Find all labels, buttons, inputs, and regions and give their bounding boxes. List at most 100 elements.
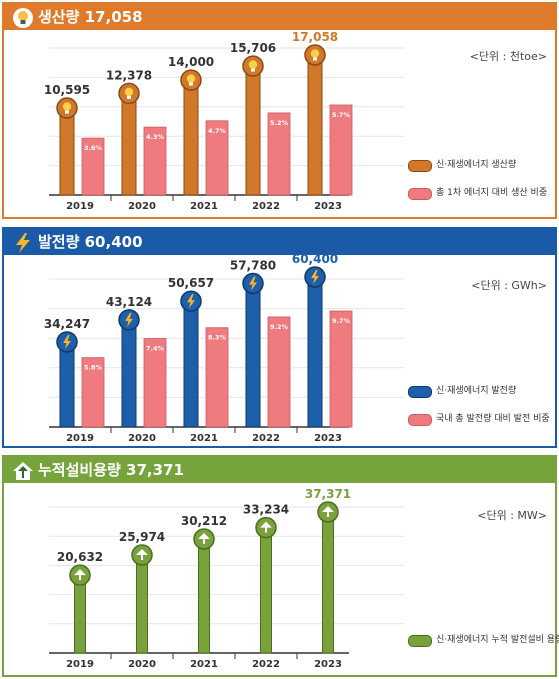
data-label: 33,234 [243, 503, 289, 517]
bar-share [143, 338, 167, 428]
bar-main [183, 79, 199, 196]
data-label: 60,400 [292, 252, 338, 266]
data-label: 34,247 [44, 317, 90, 331]
data-label: 15,706 [230, 41, 276, 55]
capacity-header: 누적설비용량 37,371 [4, 457, 555, 483]
lightbulb-icon [124, 87, 134, 97]
share-label: 3.6% [84, 144, 103, 152]
bar-main [307, 276, 323, 428]
lightning-icon [249, 276, 257, 291]
legend-label: 신·재생에너지 누적 발전설비 용량 [436, 635, 559, 645]
lightning-icon [187, 294, 195, 309]
bar-main [136, 554, 148, 654]
capacity-panel: 누적설비용량 37,371 <단위 : MW> 2019 20,632 2020 25… [2, 455, 559, 677]
share-label: 5.7% [332, 111, 351, 119]
lightbulb-base [189, 82, 193, 86]
bar-share [329, 310, 353, 428]
house-icon [74, 569, 86, 576]
x-tick-label: 2019 [66, 659, 94, 670]
generation-panel: 발전량 60,400 <단위 : GWh> 2019 34,247 5.8% 2020… [2, 227, 557, 448]
bar-share [267, 112, 291, 196]
share-label: 7.4% [146, 345, 165, 353]
lightbulb-icon [248, 60, 258, 69]
bar-main [245, 65, 261, 196]
x-tick-label: 2021 [190, 433, 218, 444]
x-tick-label: 2022 [252, 433, 280, 444]
lightning-icon [16, 233, 30, 253]
production-chart: 2019 10,595 3.6% 2020 12,378 4.3% 2021 14,000 4.… [44, 30, 404, 212]
x-tick-label: 2023 [314, 201, 342, 212]
lightbulb-icon [186, 74, 196, 83]
bar-main [307, 54, 323, 196]
generation-header: 발전량 60,400 [4, 229, 555, 255]
capacity-chart: 2019 20,632 2020 25,974 2021 30,212 2022 33,234… [49, 487, 404, 670]
bar-share [81, 357, 105, 428]
legend-swatch [408, 160, 432, 172]
legend-label: 국내 총 발전량 대비 발전 비중 [436, 414, 550, 424]
capacity-title: 누적설비용량 37,371 [38, 461, 184, 479]
x-tick-label: 2020 [128, 659, 156, 670]
data-label: 37,371 [305, 487, 351, 501]
data-label: 50,657 [168, 276, 214, 290]
x-tick-label: 2022 [252, 201, 280, 212]
lightbulb-icon [62, 102, 72, 111]
bar-main [183, 300, 199, 428]
house-icon [136, 549, 148, 556]
x-tick-label: 2019 [66, 201, 94, 212]
x-tick-label: 2019 [66, 433, 94, 444]
lightbulb-base [65, 110, 69, 114]
lightning-icon [63, 334, 71, 349]
bar-share [205, 120, 229, 196]
x-tick-label: 2021 [190, 659, 218, 670]
house-icon-stem [327, 512, 329, 517]
generation-chart: 2019 34,247 5.8% 2020 43,124 7.4% 2021 50,657 8.… [44, 252, 404, 444]
data-label: 17,058 [292, 30, 338, 44]
bar-main [74, 574, 86, 654]
bar-main [245, 283, 261, 428]
share-label: 5.2% [270, 119, 289, 127]
bar-main [121, 92, 137, 196]
bar-share [329, 104, 353, 196]
generation-unit: <단위 : GWh> [471, 279, 547, 292]
x-tick-label: 2020 [128, 433, 156, 444]
data-label: 57,780 [230, 259, 276, 273]
bar-main [260, 527, 272, 654]
house-icon [13, 462, 33, 480]
legend-swatch [408, 386, 432, 398]
bar-main [59, 341, 75, 428]
share-label: 5.8% [84, 364, 103, 372]
house-icon [322, 506, 334, 512]
x-tick-label: 2020 [128, 201, 156, 212]
data-label: 20,632 [57, 550, 103, 564]
production-header: 생산량 17,058 [4, 4, 555, 30]
x-tick-label: 2023 [314, 659, 342, 670]
data-label: 30,212 [181, 514, 227, 528]
capacity-unit: <단위 : MW> [477, 509, 547, 522]
legend-swatch [408, 188, 432, 200]
lightbulb-base [313, 57, 317, 61]
house-icon [260, 521, 272, 528]
production-title: 생산량 17,058 [38, 8, 143, 26]
house-icon-stem [141, 555, 143, 561]
share-label: 9.2% [270, 323, 289, 331]
data-label: 10,595 [44, 83, 90, 97]
house-icon-stem [203, 539, 205, 545]
production-panel: 생산량 17,058 <단위 : 천toe> 2019 10,595 3.6% 202… [2, 2, 557, 219]
bar-main [59, 107, 75, 196]
generation-title: 발전량 60,400 [38, 233, 143, 251]
data-label: 25,974 [119, 530, 165, 544]
bar-main [322, 511, 334, 654]
bar-share [205, 327, 229, 428]
lightbulb-icon [310, 49, 320, 58]
bar-main [198, 538, 210, 654]
legend-label: 신·재생에너지 생산량 [436, 160, 517, 170]
lightbulb-icon [13, 8, 33, 28]
data-label: 43,124 [106, 295, 152, 309]
legend-label: 신·재생에너지 발전량 [436, 386, 517, 396]
legend-label: 총 1차 에너지 대비 생산 비중 [436, 188, 548, 198]
legend-swatch [408, 635, 432, 647]
bar-share [81, 137, 105, 196]
data-label: 14,000 [168, 55, 214, 69]
house-icon [198, 533, 210, 540]
share-label: 4.3% [146, 133, 165, 141]
